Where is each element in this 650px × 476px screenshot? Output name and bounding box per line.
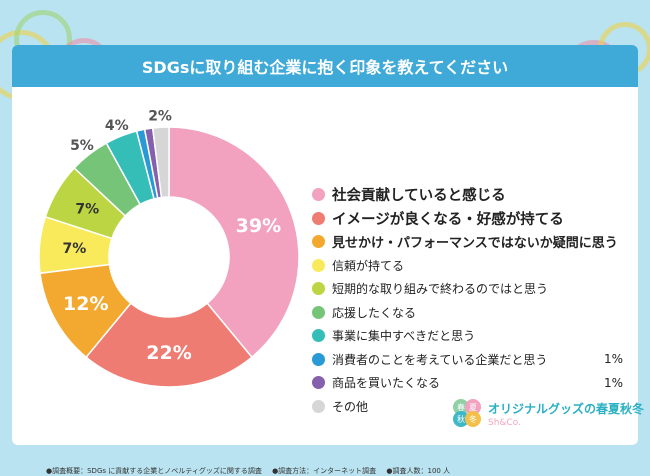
- legend-item: 社会貢献していると感じる: [312, 183, 618, 207]
- survey-footer: ●調査概要：SDGs に貢献する企業とノベルティグッズに関する調査 ●調査方法：…: [46, 466, 450, 476]
- slice-data-label: 7%: [75, 202, 99, 218]
- legend-item: イメージが良くなる・好感が持てる: [312, 207, 618, 231]
- survey-overview: ●調査概要：SDGs に貢献する企業とノベルティグッズに関する調査: [46, 467, 262, 475]
- legend-label: 事業に集中すべきだと思う: [332, 329, 476, 344]
- logo-mark-char: 春: [457, 402, 465, 412]
- legend-item: 消費者のことを考えている企業だと思う 1%: [312, 348, 623, 372]
- slice-data-label: 2%: [148, 108, 172, 124]
- logo-mark-char: 秋: [457, 414, 465, 424]
- survey-count: ●調査人数：100 人: [386, 467, 451, 475]
- legend-item: 見せかけ・パフォーマンスではないか疑問に思う: [312, 230, 618, 254]
- legend-label: その他: [332, 399, 369, 414]
- legend-item: その他: [312, 395, 618, 419]
- legend-swatch: [312, 329, 325, 343]
- legend-swatch: [312, 376, 325, 390]
- title-banner: SDGsに取り組む企業に抱く印象を教えてください: [12, 45, 638, 87]
- legend-label: 応援したくなる: [332, 305, 417, 320]
- legend-swatch: [312, 235, 325, 249]
- legend-label: 信頼が持てる: [332, 258, 405, 273]
- legend-swatch: [312, 282, 325, 296]
- legend-swatch: [312, 305, 325, 319]
- legend-percent: 1%: [604, 352, 624, 367]
- slice-data-label: 4%: [105, 118, 129, 134]
- legend-item: 応援したくなる: [312, 301, 618, 325]
- survey-method: ●調査方法：インターネット調査: [272, 467, 377, 475]
- logo-title: オリジナルグッズの春夏秋冬: [488, 402, 645, 416]
- legend-label: 見せかけ・パフォーマンスではないか疑問に思う: [332, 236, 618, 252]
- slice-data-label: 7%: [63, 241, 87, 257]
- legend-label: 消費者のことを考えている企業だと思う: [332, 352, 548, 367]
- legend-label: イメージが良くなる・好感が持てる: [332, 211, 564, 228]
- legend-item: 信頼が持てる: [312, 254, 618, 278]
- donut-slice: [85, 302, 253, 388]
- legend-swatch: [312, 352, 325, 366]
- legend-item: 事業に集中すべきだと思う: [312, 324, 618, 348]
- legend-label: 短期的な取り組みで終わるのではと思う: [332, 282, 549, 297]
- legend-label: 商品を買いたくなる: [332, 376, 441, 391]
- slice-data-label: 22%: [146, 342, 191, 364]
- logo-mark-char: 冬: [469, 414, 477, 424]
- slice-data-label: 5%: [70, 138, 94, 154]
- legend-item: 短期的な取り組みで終わるのではと思う: [312, 277, 618, 301]
- chart-legend: 社会貢献していると感じるイメージが良くなる・好感が持てる見せかけ・パフォーマンス…: [312, 183, 623, 419]
- legend-swatch: [312, 188, 325, 202]
- legend-swatch: [312, 211, 325, 225]
- logo-mark-char: 夏: [469, 403, 477, 412]
- legend-swatch: [312, 399, 325, 413]
- legend-percent: 1%: [604, 375, 624, 390]
- donut-slice: [168, 126, 300, 359]
- brand-logo: 春 夏 秋 冬 オリジナルグッズの春夏秋冬 Sh&Co.: [452, 396, 645, 436]
- logo-subtitle: Sh&Co.: [488, 418, 521, 428]
- slice-data-label: 12%: [63, 293, 108, 315]
- legend-swatch: [312, 258, 325, 272]
- chart-card: SDGsに取り組む企業に抱く印象を教えてください 39% 22% 12% 7% 7% 5%…: [12, 45, 638, 475]
- donut-slice: [151, 126, 170, 199]
- season-logo-icon: 春 夏 秋 冬: [453, 399, 481, 427]
- chart-title: SDGsに取り組む企業に抱く印象を教えてください: [141, 58, 509, 77]
- legend-item: 商品を買いたくなる 1%: [312, 371, 623, 395]
- donut-chart: 39% 22% 12% 7% 7% 5% 4% 2%: [38, 108, 300, 388]
- slice-data-label: 39%: [236, 215, 281, 237]
- legend-label: 社会貢献していると感じる: [332, 188, 506, 205]
